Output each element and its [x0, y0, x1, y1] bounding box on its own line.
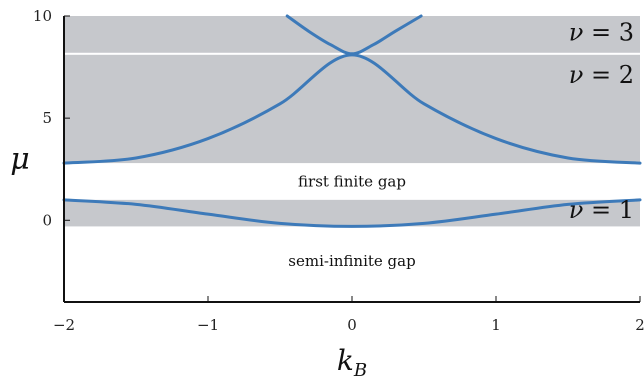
band-label-1: ν = 1 [569, 196, 634, 224]
y-tick-label: 10 [33, 7, 52, 25]
dispersion-curve-1 [62, 198, 642, 228]
band-region-1 [64, 199, 640, 227]
band-label-2: ν = 2 [569, 61, 634, 89]
gap-label-1: first finite gap [298, 172, 406, 190]
x-tick-label: −2 [53, 316, 75, 334]
x-tick-label: 1 [491, 316, 501, 334]
x-axis-label-base: k [337, 344, 354, 377]
y-axis-label: μ [10, 142, 30, 177]
band-region-3 [64, 16, 640, 53]
dispersion-curve-3 [285, 14, 423, 56]
y-tick-label: 0 [42, 211, 52, 229]
x-tick-label: 0 [347, 316, 357, 334]
labels-layer: ν = 1 ν = 2 ν = 3 first finite gap semi-infi… [288, 18, 634, 270]
x-axis-label: kB [337, 344, 367, 377]
band-label-3: ν = 3 [569, 18, 634, 46]
bands-layer [64, 16, 640, 227]
x-tick-label: −1 [197, 316, 219, 334]
x-axis-label-subscript: B [353, 360, 367, 377]
curves-layer [62, 14, 642, 228]
band-region-2 [64, 54, 640, 164]
x-tick-label: 2 [635, 316, 644, 334]
gap-label-2: semi-infinite gap [288, 252, 415, 270]
axes-layer: −2 −1 0 1 2 0 5 10 [33, 7, 644, 334]
y-tick-label: 5 [42, 109, 52, 127]
